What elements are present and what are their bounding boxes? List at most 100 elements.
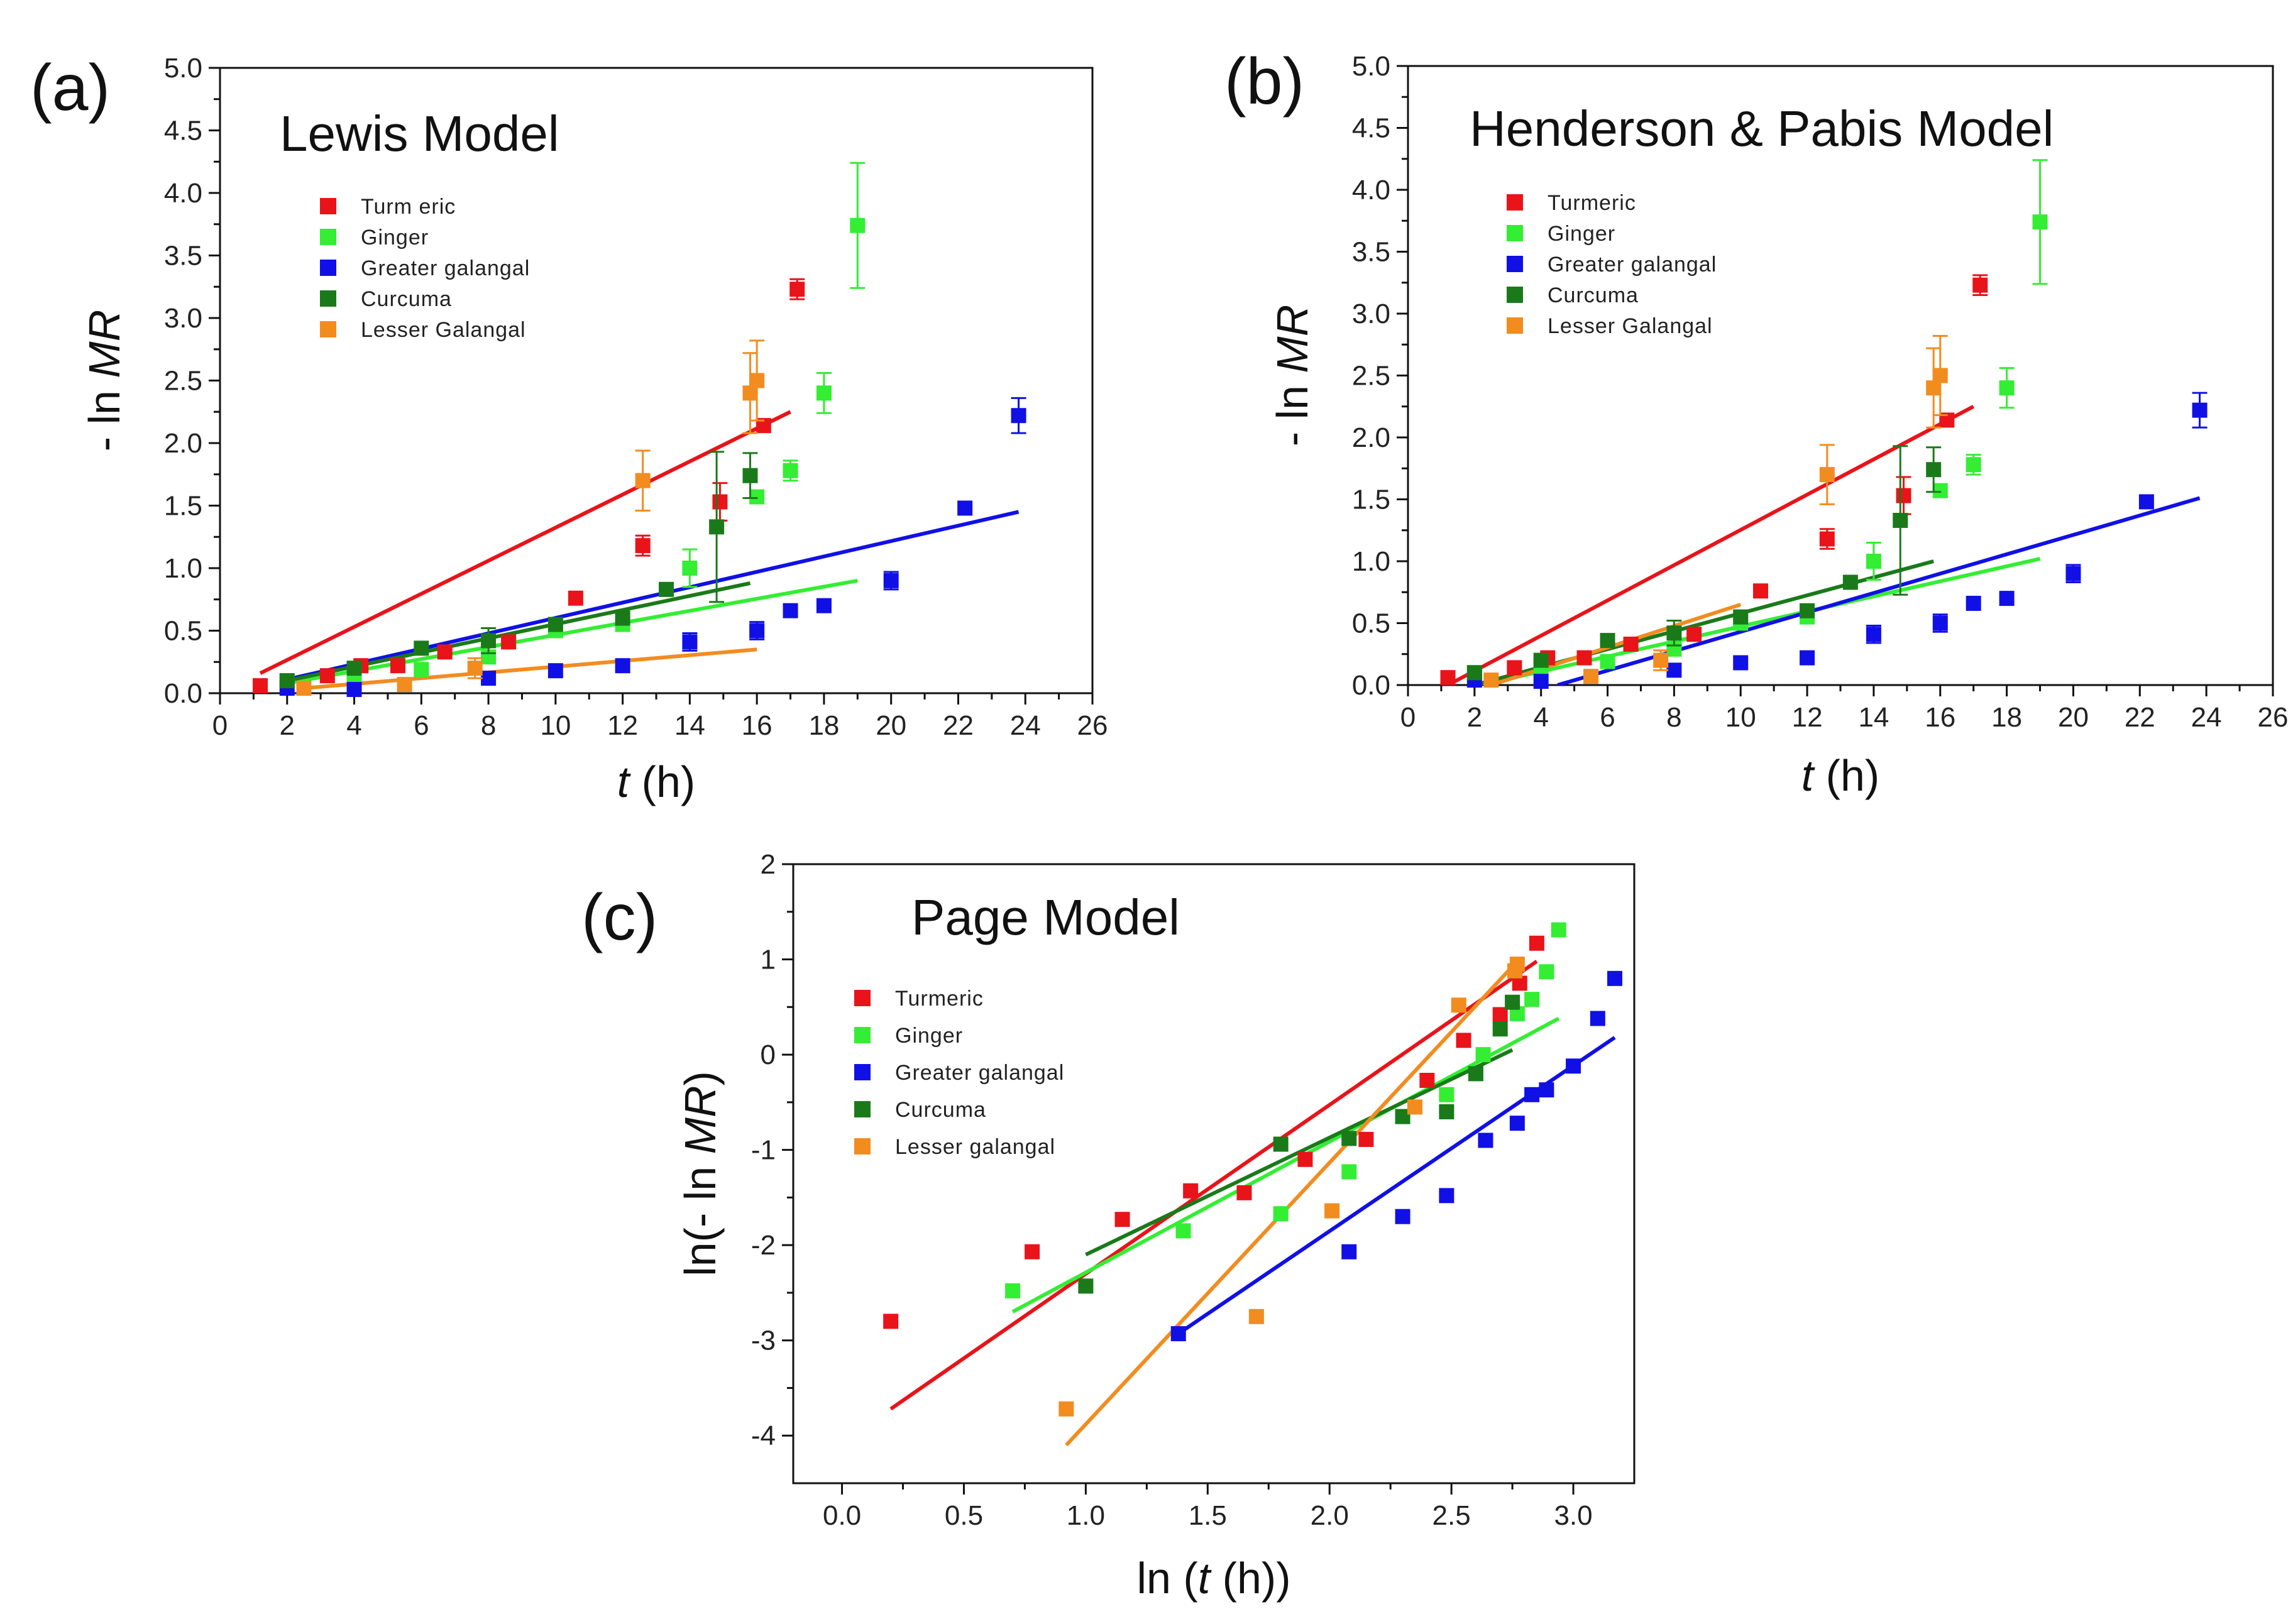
y-tick-label-b: 0.0 bbox=[1352, 670, 1390, 701]
y-axis-label-c: ln(- ln MR) bbox=[676, 1071, 725, 1276]
data-point-ginger bbox=[1439, 1087, 1454, 1102]
x-axis-label-c: ln (t (h)) bbox=[1136, 1554, 1290, 1603]
data-point-greater-galangal bbox=[2065, 566, 2081, 581]
x-tick-label-c: 3.0 bbox=[1554, 1500, 1592, 1531]
y-tick-label-c: 2 bbox=[761, 849, 776, 880]
data-point-curcuma bbox=[1733, 609, 1749, 625]
y-axis-label-a: - ln MR bbox=[80, 310, 129, 452]
series-curcuma bbox=[1078, 994, 1520, 1294]
x-tick-label-b: 26 bbox=[2258, 702, 2289, 733]
data-point-turmeric bbox=[1686, 627, 1702, 642]
legend-marker-greater-galangal bbox=[854, 1064, 871, 1080]
data-point-curcuma bbox=[1505, 994, 1520, 1010]
fit-line-ginger bbox=[287, 578, 858, 686]
fit-line-ginger bbox=[1011, 1016, 1560, 1314]
data-point-greater-galangal bbox=[1866, 627, 1881, 642]
data-point-turmeric bbox=[1576, 650, 1592, 666]
data-point-turmeric bbox=[1896, 488, 1911, 503]
x-tick-label-b: 0 bbox=[1400, 702, 1416, 733]
data-point-curcuma bbox=[1492, 1021, 1508, 1037]
data-point-lesser-galangal bbox=[296, 681, 312, 696]
y-axis-label-prefix: - ln bbox=[1268, 373, 1317, 447]
fit-line-turmeric bbox=[889, 960, 1538, 1411]
data-point-ginger bbox=[2032, 214, 2048, 230]
x-tick-label-b: 22 bbox=[2125, 702, 2155, 733]
legend-label: Ginger bbox=[361, 226, 429, 250]
y-tick-label-a: 0.5 bbox=[164, 616, 202, 647]
panel-c-page-model: (c) Page Model Turmeric Ginger Greater gal… bbox=[581, 849, 1636, 1603]
legend-label: Turmeric bbox=[1548, 191, 1636, 215]
plot-area-c: 0.0 0.5 1.0 1.5 2.0 2.5 3.0 -4 -3 -2 -1 0 1 2 bbox=[751, 849, 1636, 1531]
data-point-ginger bbox=[1273, 1206, 1289, 1222]
fit-line-lesser-galangal bbox=[1490, 603, 1742, 685]
data-point-turmeric bbox=[1972, 277, 1988, 293]
x-tick-label-b: 2 bbox=[1467, 702, 1482, 733]
legend-label: Ginger bbox=[1548, 222, 1615, 246]
data-point-greater-galangal bbox=[1999, 591, 2015, 606]
legend-label: Greater galangal bbox=[1548, 253, 1717, 277]
data-point-greater-galangal bbox=[1607, 970, 1622, 986]
x-tick-label-a: 14 bbox=[674, 710, 705, 741]
data-point-greater-galangal bbox=[1932, 615, 1948, 631]
data-point-greater-galangal bbox=[957, 500, 973, 516]
x-tick-label-b: 18 bbox=[1991, 702, 2022, 733]
data-point-greater-galangal bbox=[1341, 1244, 1357, 1259]
y-tick-label-a: 2.5 bbox=[164, 366, 202, 397]
series-ginger bbox=[1005, 922, 1566, 1298]
legend-marker-lesser-galangal bbox=[1507, 317, 1523, 334]
x-tick-label-b: 6 bbox=[1600, 702, 1615, 733]
data-point-greater-galangal bbox=[615, 658, 630, 674]
series-curcuma bbox=[1466, 445, 1942, 681]
data-point-greater-galangal bbox=[816, 598, 832, 613]
legend-marker-greater-galangal bbox=[1507, 256, 1523, 272]
data-point-lesser-galangal bbox=[635, 473, 651, 488]
legend-label: Lesser galangal bbox=[895, 1135, 1055, 1159]
series-lesser-galangal bbox=[1483, 334, 1948, 688]
y-axis-label-var: MR bbox=[676, 1085, 725, 1154]
legend-a: Turm eric Ginger Greater galangal Curcuma Le… bbox=[320, 195, 529, 342]
data-point-ginger bbox=[1539, 964, 1554, 980]
series-curcuma bbox=[279, 451, 758, 689]
data-point-curcuma bbox=[1439, 1104, 1454, 1119]
y-tick-label-b: 2.5 bbox=[1352, 361, 1390, 392]
x-tick-label-a: 22 bbox=[943, 710, 974, 741]
x-tick-label-a: 2 bbox=[280, 710, 295, 741]
legend-marker-turmeric bbox=[320, 198, 336, 214]
data-point-greater-galangal bbox=[1439, 1188, 1454, 1204]
legend-c: Turmeric Ginger Greater galangal Curcuma Les… bbox=[854, 987, 1064, 1159]
fit-line-ginger bbox=[1480, 557, 2041, 685]
data-point-ginger bbox=[816, 385, 832, 401]
series-turmeric bbox=[1440, 274, 1988, 686]
series-greater-galangal bbox=[1466, 392, 2208, 689]
legend-marker-lesser-galangal bbox=[854, 1138, 871, 1155]
y-tick-label-b: 3.0 bbox=[1352, 299, 1390, 329]
data-point-greater-galangal bbox=[1170, 1326, 1186, 1342]
data-point-greater-galangal bbox=[1524, 1087, 1540, 1102]
y-tick-label-b: 4.5 bbox=[1352, 113, 1390, 144]
y-tick-label-b: 1.0 bbox=[1352, 546, 1390, 577]
data-point-greater-galangal bbox=[2192, 402, 2208, 418]
data-point-turmeric bbox=[390, 658, 405, 674]
y-tick-label-a: 1.5 bbox=[164, 491, 202, 522]
data-point-lesser-galangal bbox=[1583, 669, 1599, 684]
data-point-turmeric bbox=[635, 538, 651, 554]
data-point-curcuma bbox=[346, 661, 362, 676]
data-point-lesser-galangal bbox=[1819, 467, 1835, 483]
y-tick-label-c: -2 bbox=[751, 1230, 776, 1261]
legend-label: Greater galangal bbox=[895, 1061, 1064, 1085]
data-point-lesser-galangal bbox=[1653, 652, 1669, 668]
x-tick-label-b: 8 bbox=[1666, 702, 1681, 733]
x-tick-label-c: 1.0 bbox=[1067, 1500, 1105, 1531]
data-point-curcuma bbox=[1893, 512, 1908, 528]
y-tick-label-a: 3.0 bbox=[164, 303, 202, 334]
plot-area-b: 0 2 4 6 8 10 12 14 16 18 20 22 24 260.00.51.01.52.02.… bbox=[1352, 51, 2289, 733]
data-point-turmeric bbox=[1419, 1072, 1435, 1088]
data-point-turmeric bbox=[319, 668, 335, 684]
data-point-ginger bbox=[783, 463, 798, 478]
panel-label-a: (a) bbox=[30, 52, 110, 124]
x-tick-label-a: 12 bbox=[607, 710, 638, 741]
data-point-turmeric bbox=[1456, 1033, 1471, 1048]
fit-line-lesser-galangal bbox=[304, 647, 757, 691]
x-tick-label-c: 2.5 bbox=[1432, 1500, 1471, 1531]
data-point-turmeric bbox=[712, 494, 728, 510]
